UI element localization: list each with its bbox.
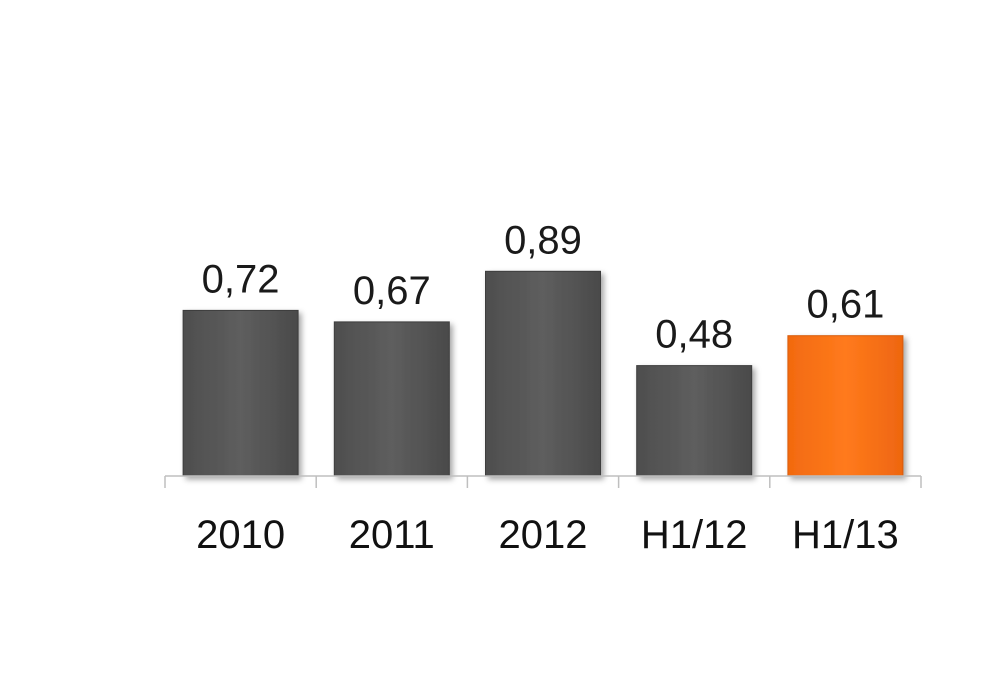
data-label-2012: 0,89 — [504, 218, 582, 262]
value-labels-layer: 0,72 0,67 0,89 0,48 0,61 — [202, 218, 885, 356]
x-tick-label-h1-13: H1/13 — [792, 513, 899, 557]
bar-2011 — [333, 321, 450, 477]
data-label-2011: 0,67 — [353, 269, 431, 313]
x-tick-label-2011: 2011 — [349, 513, 435, 557]
bar-2012 — [485, 270, 601, 477]
bar-2010 — [182, 309, 299, 477]
data-label-h1-12: 0,48 — [655, 313, 733, 357]
x-tick-label-2010: 2010 — [196, 513, 285, 557]
x-tick-label-h1-12: H1/12 — [641, 513, 748, 557]
data-label-2010: 0,72 — [202, 257, 280, 301]
x-axis — [164, 475, 922, 488]
bar-h1-13 — [787, 335, 904, 477]
bar-h1-12 — [636, 365, 753, 477]
x-tick-labels: 2010 2011 2012 H1/12 H1/13 — [196, 513, 899, 557]
x-tick-label-2012: 2012 — [499, 513, 588, 557]
bars-layer — [182, 270, 904, 477]
data-label-h1-13: 0,61 — [806, 283, 884, 327]
